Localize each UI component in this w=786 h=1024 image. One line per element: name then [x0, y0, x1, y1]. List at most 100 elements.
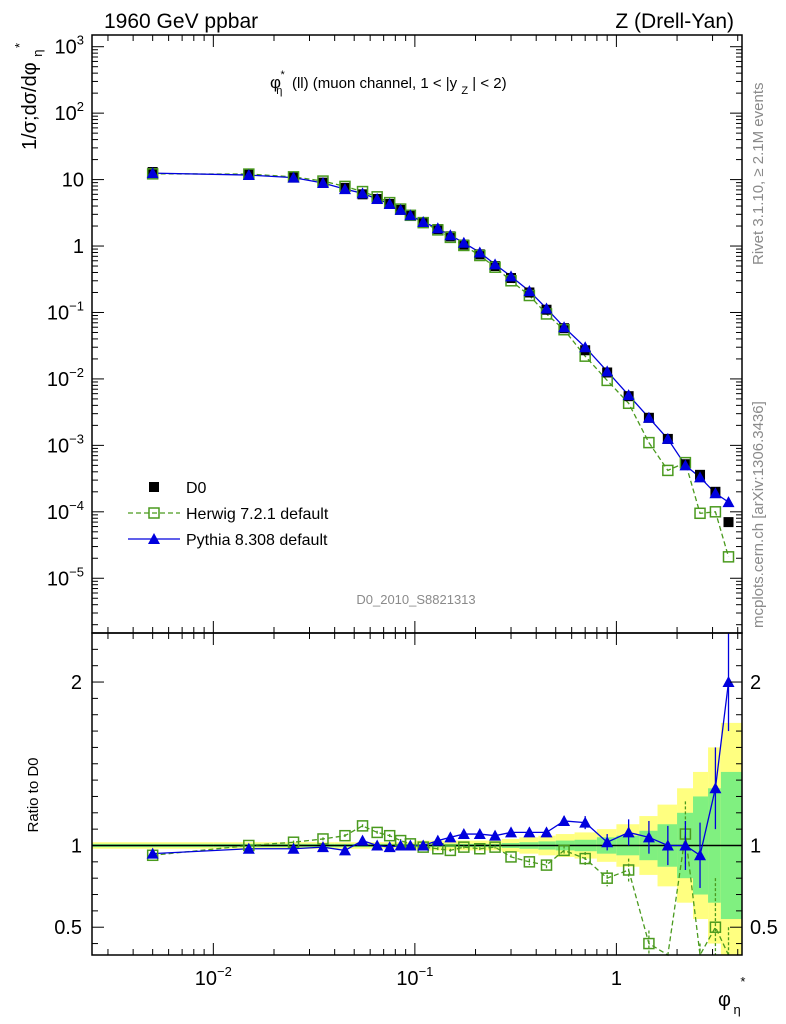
ratio-pythia-point — [523, 826, 536, 838]
main-y-tick-exp: −5 — [69, 564, 84, 579]
main-y-tick-exp: −4 — [69, 498, 84, 513]
main-y-tick-base: 1 — [73, 236, 84, 258]
legend-pythia-label: Pythia 8.308 default — [186, 532, 328, 549]
main-series-layer — [146, 167, 735, 563]
pythia-point — [457, 236, 470, 248]
ratio-pythia-point — [431, 834, 444, 846]
main-ylabel-sub: η — [30, 50, 45, 57]
pythia-point — [661, 432, 674, 444]
main-y-tick-exp: −2 — [69, 365, 84, 380]
main-y-tick-exp: 3 — [77, 33, 84, 48]
ratio-herwig-point — [558, 844, 570, 857]
ratio-pythia-point — [601, 836, 614, 848]
main-y-tick-base: 10 — [47, 369, 69, 391]
ratio-y-label: Ratio to D0 — [25, 757, 42, 832]
herwig-point — [709, 506, 722, 518]
main-y-tick-label: 1 — [73, 236, 84, 258]
pythia-point — [316, 176, 329, 188]
title-tail: | < 2) — [472, 75, 506, 92]
pythia-point — [505, 270, 518, 282]
legend-d0-label: D0 — [186, 480, 207, 497]
x-tick-label-exp: −2 — [217, 964, 232, 979]
x-tick-label: 1 — [611, 968, 622, 990]
pythia-point — [146, 167, 159, 179]
ratio-herwig-point — [458, 841, 470, 853]
main-y-tick-exp: 2 — [77, 99, 84, 114]
main-ylabel-sup: * — [12, 43, 27, 48]
mcplots-label: mcplots.cern.ch [arXiv:1306.3436] — [750, 401, 767, 628]
pythia-point — [722, 496, 735, 508]
pythia-point — [540, 302, 553, 314]
ratio-herwig-point — [601, 872, 613, 884]
ratio-pythia-point — [316, 841, 329, 853]
main-y-tick-base: 10 — [47, 502, 69, 524]
herwig-point — [722, 551, 735, 563]
xlabel-sub: η — [734, 1002, 741, 1017]
ratio-herwig-point — [643, 937, 655, 950]
ratio-y-tick-label-right: 2 — [750, 672, 761, 694]
pythia-point — [417, 215, 430, 227]
ratio-pythia-point — [661, 839, 674, 851]
pythia-point — [601, 365, 614, 377]
ratio-y-tick-label: 2 — [71, 672, 82, 694]
header-right: Z (Drell-Yan) — [615, 10, 734, 33]
main-y-tick-base: 10 — [47, 435, 69, 457]
pythia-point — [473, 246, 486, 258]
ratio-pythia-point — [709, 782, 722, 794]
pythia-point — [287, 171, 300, 183]
main-y-tick-label: 10−3 — [47, 431, 84, 457]
main-title: φ η * (ll) (muon channel, 1 < |y Z | < 2… — [270, 65, 507, 98]
main-y-tick-label: 10−2 — [47, 365, 84, 391]
ratio-pythia-point — [622, 826, 635, 838]
title-phi: φ — [270, 73, 281, 92]
ratio-herwig-point — [474, 843, 486, 855]
legend-herwig-marker — [148, 507, 160, 519]
ratio-y-tick-label: 1 — [71, 835, 82, 857]
xlabel-sup: * — [740, 974, 745, 989]
main-y-tick-base: 10 — [62, 170, 84, 192]
title-phi-sub: η — [276, 85, 282, 97]
ratio-herwig-point — [622, 864, 635, 876]
main-y-tick-exp: −1 — [69, 298, 84, 313]
ratio-axes: 10−2 10−1 10.5 0.51 12 2 — [54, 632, 778, 990]
ratio-pythia-point — [242, 842, 255, 854]
x-tick-label: 10−2 — [195, 964, 232, 990]
rivet-label: Rivet 3.1.10, ≥ 2.1M events — [750, 83, 767, 266]
pythia-point — [383, 197, 396, 209]
ratio-frame — [91, 632, 743, 956]
pythia-point — [356, 187, 369, 199]
ratio-pythia-point — [489, 829, 502, 841]
ratio-pythia-point — [287, 842, 300, 854]
pythia-point — [444, 229, 457, 241]
ratio-pythia-point — [457, 828, 470, 840]
d0-point — [723, 517, 734, 528]
ratio-y-tick-label-right: 1 — [750, 835, 761, 857]
pythia-point — [404, 209, 417, 221]
main-y-tick-label: 103 — [55, 33, 84, 59]
ratio-bands — [92, 722, 742, 955]
ratio-herwig-point — [523, 856, 536, 868]
herwig-point — [662, 464, 674, 477]
main-y-tick-label: 10−5 — [47, 564, 84, 590]
svg-text:1/σ;dσ/dφ η *: 1/σ;dσ/dφ η * — [12, 43, 47, 150]
ratio-herwig-point — [505, 851, 517, 863]
watermark: D0_2010_S8821313 — [356, 592, 475, 607]
ratio-herwig-point — [540, 859, 553, 871]
legend-pythia-marker — [148, 533, 160, 544]
main-y-tick-base: 10 — [47, 302, 69, 324]
title-rest: (ll) (muon channel, 1 < |y — [292, 75, 458, 92]
main-y-tick-label: 102 — [55, 99, 84, 125]
main-y-tick-base: 10 — [55, 103, 77, 125]
pythia-point — [371, 193, 384, 205]
ratio-herwig-point — [383, 829, 396, 842]
pythia-point — [622, 389, 635, 401]
x-axis-label: φ η * — [718, 974, 746, 1019]
pythia-point — [579, 341, 592, 353]
ratio-pythia-point — [146, 847, 159, 859]
pythia-point — [338, 183, 351, 195]
ratio-pythia-point — [642, 831, 655, 843]
pythia-point — [642, 411, 655, 423]
ratio-pythia-point — [473, 828, 486, 840]
main-y-tick-label: 10−4 — [47, 498, 84, 524]
